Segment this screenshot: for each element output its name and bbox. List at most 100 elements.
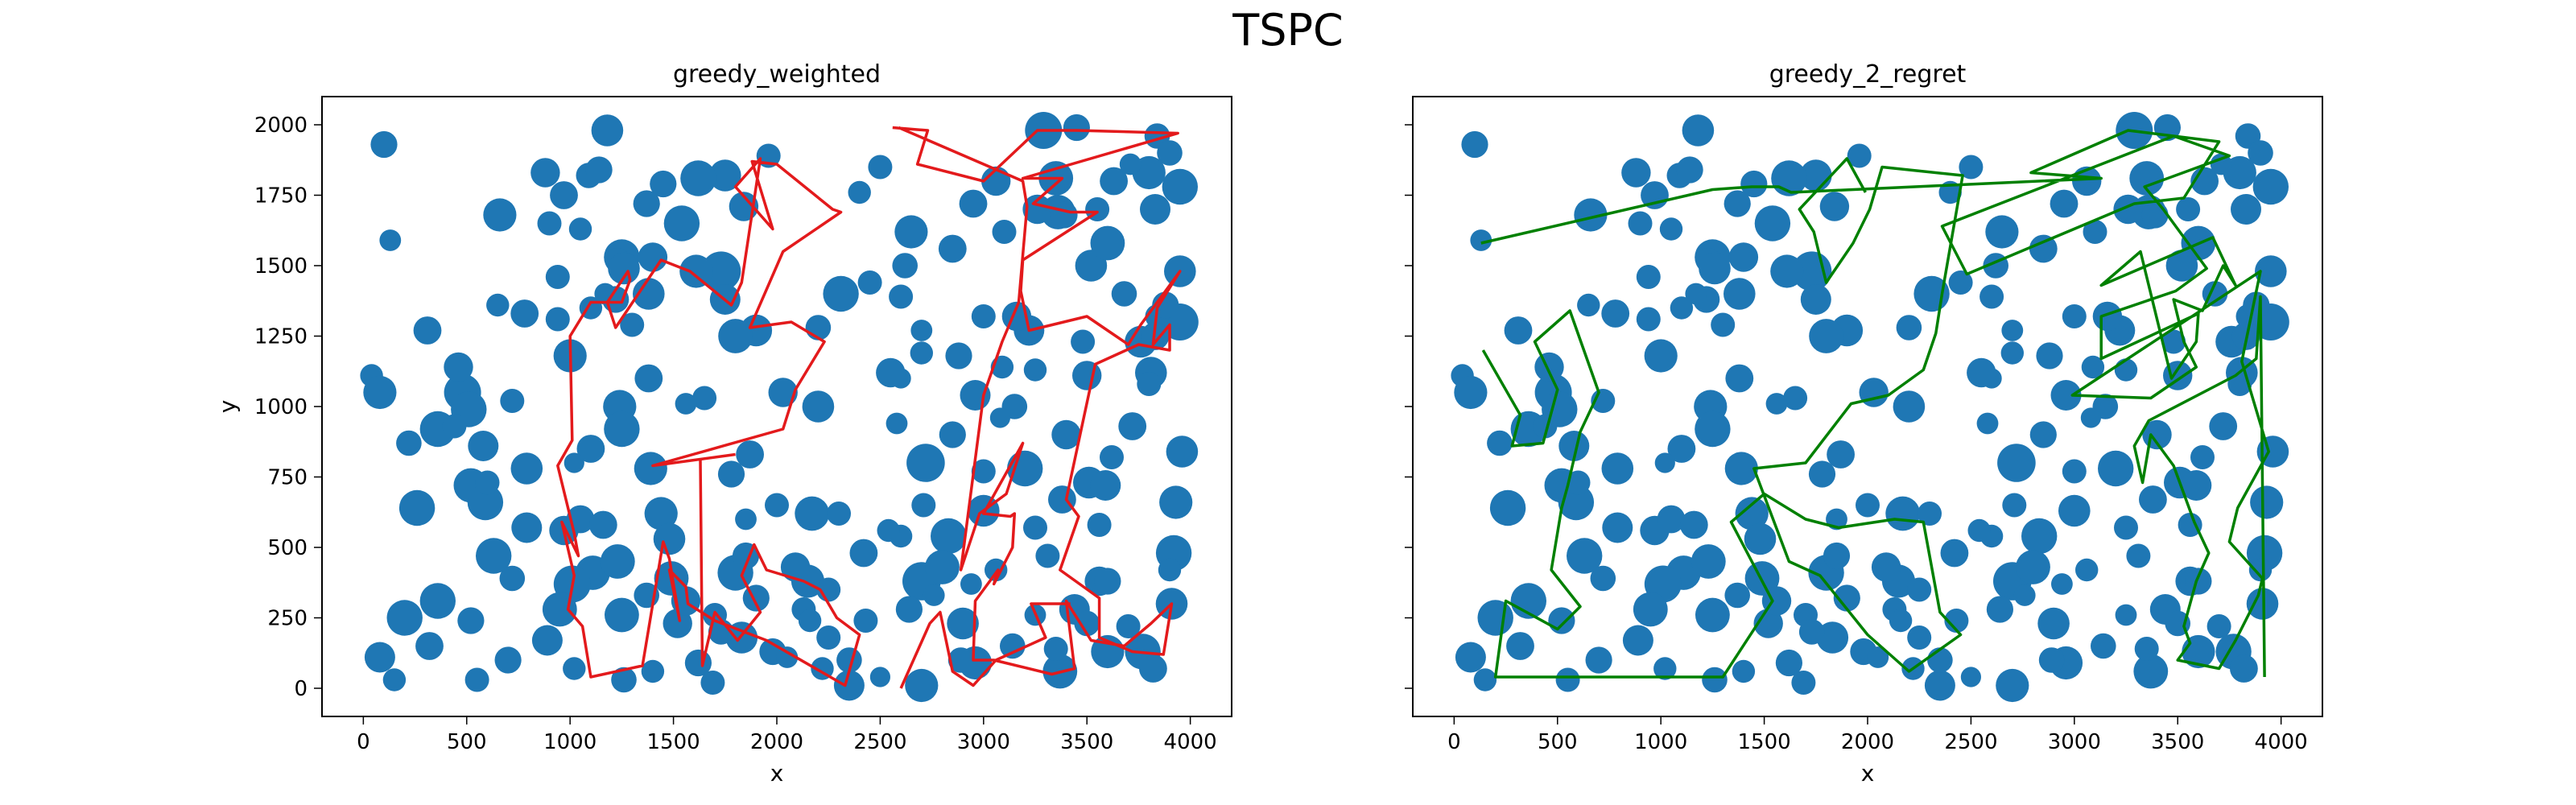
right-panel-marks <box>1451 112 2289 703</box>
data-point <box>1555 667 1580 692</box>
data-point <box>1907 625 1932 650</box>
data-point <box>931 518 967 555</box>
data-point <box>1139 654 1167 683</box>
data-point <box>868 155 893 180</box>
x-tick-label: 2000 <box>1841 730 1894 754</box>
data-point <box>1867 646 1889 668</box>
data-point <box>905 668 939 703</box>
data-point <box>827 502 851 526</box>
data-point <box>2178 513 2202 537</box>
data-point <box>1622 625 1653 656</box>
data-point <box>550 181 578 209</box>
data-point <box>886 412 908 435</box>
data-point <box>2129 161 2165 196</box>
data-point <box>1051 419 1081 450</box>
data-point <box>2141 201 2169 229</box>
data-point <box>653 522 686 555</box>
x-tick-label: 1500 <box>1738 730 1791 754</box>
data-point <box>2021 518 2058 555</box>
data-point <box>2001 320 2024 341</box>
data-point <box>802 390 835 423</box>
data-point <box>1889 609 1913 633</box>
data-point <box>869 667 890 687</box>
data-point <box>483 198 517 232</box>
data-point <box>500 389 525 413</box>
data-point <box>2029 234 2058 263</box>
data-point <box>1676 156 1703 184</box>
x-tick-label: 4000 <box>1164 730 1217 754</box>
data-point <box>2038 647 2065 673</box>
data-point <box>1577 293 1600 317</box>
data-point <box>1685 283 1707 305</box>
data-point <box>1944 609 1969 633</box>
data-point <box>1809 319 1844 353</box>
data-point <box>1140 194 1170 225</box>
data-point <box>1918 502 1942 526</box>
data-point <box>2114 358 2138 382</box>
data-point <box>1585 646 1612 674</box>
data-point <box>494 646 522 674</box>
data-point <box>1798 619 1825 645</box>
data-point <box>568 217 592 241</box>
data-point <box>1558 431 1590 461</box>
data-point <box>1783 386 1808 411</box>
data-point <box>1633 592 1668 627</box>
data-point <box>925 550 960 584</box>
data-point <box>1690 544 1726 579</box>
data-point <box>2243 291 2270 319</box>
tour-path-a <box>1480 129 2270 678</box>
data-point <box>2115 604 2137 626</box>
data-point <box>644 497 678 530</box>
data-point <box>816 625 841 650</box>
data-point <box>442 414 467 439</box>
data-point <box>1791 671 1816 695</box>
data-point <box>620 312 645 337</box>
data-point <box>2081 355 2105 379</box>
data-point <box>2058 494 2091 527</box>
data-point <box>591 114 624 147</box>
data-point <box>1967 518 1991 543</box>
data-point <box>1090 470 1121 501</box>
data-point <box>2062 304 2087 328</box>
data-point <box>1094 568 1121 595</box>
data-point <box>530 158 560 188</box>
data-point <box>1765 393 1788 415</box>
data-point <box>906 444 945 482</box>
data-point <box>1833 584 1860 612</box>
data-point <box>1997 444 2036 482</box>
data-point <box>1621 158 1651 188</box>
data-point <box>2230 654 2258 683</box>
data-point <box>1885 496 1921 531</box>
data-point <box>1711 312 1736 337</box>
data-point <box>1470 229 1492 251</box>
data-point <box>585 156 613 184</box>
x-tick-label: 2000 <box>750 730 803 754</box>
data-point <box>531 625 563 656</box>
data-point <box>2037 607 2070 640</box>
data-point <box>1967 357 1996 388</box>
data-point <box>545 307 570 332</box>
y-tick-label: 0 <box>294 677 308 701</box>
data-point <box>413 316 442 345</box>
data-point <box>717 460 745 488</box>
data-point <box>1566 470 1591 495</box>
data-point <box>939 421 966 448</box>
data-point <box>576 435 605 463</box>
data-point <box>1770 254 1804 288</box>
x-tick-label: 500 <box>447 730 487 754</box>
x-tick-label: 1000 <box>543 730 597 754</box>
data-point <box>415 632 444 660</box>
x-tick-label: 3000 <box>957 730 1010 754</box>
data-point <box>364 642 395 673</box>
x-tick-label: 1000 <box>1634 730 1687 754</box>
data-point <box>1454 375 1488 410</box>
data-point <box>1871 552 1901 582</box>
data-point <box>1682 114 1715 147</box>
data-point <box>877 518 900 543</box>
data-point <box>2161 329 2186 354</box>
data-point <box>396 430 422 456</box>
data-point <box>2209 412 2238 440</box>
data-point <box>1856 493 1880 518</box>
data-point <box>633 190 660 217</box>
data-point <box>798 609 822 633</box>
